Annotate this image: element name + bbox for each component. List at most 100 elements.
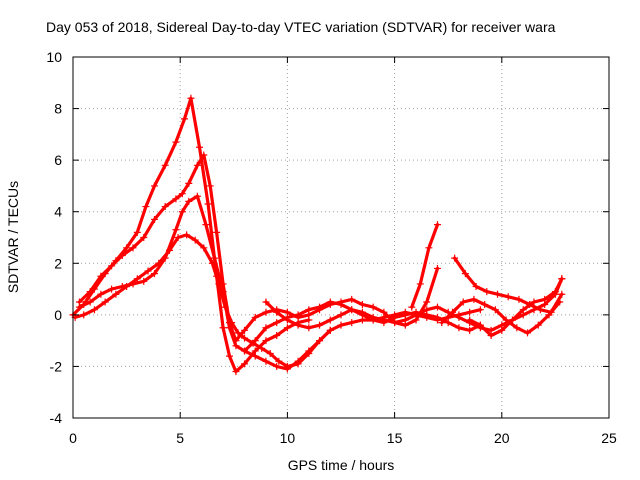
data-point xyxy=(262,324,270,332)
data-point xyxy=(262,298,270,306)
data-point xyxy=(470,295,478,303)
data-point xyxy=(185,197,193,205)
data-point xyxy=(294,311,302,319)
data-point xyxy=(305,324,313,332)
data-point xyxy=(232,368,240,376)
data-point xyxy=(251,313,259,321)
data-point xyxy=(466,326,474,334)
data-point xyxy=(455,313,463,321)
data-point xyxy=(536,306,544,314)
data-point xyxy=(483,288,491,296)
data-point xyxy=(283,316,291,324)
data-point xyxy=(423,298,431,306)
data-point xyxy=(509,316,517,324)
data-point xyxy=(251,352,259,360)
data-point xyxy=(234,329,242,337)
data-point xyxy=(204,200,212,208)
data-point xyxy=(466,316,474,324)
data-point xyxy=(515,295,523,303)
plot-frame xyxy=(72,56,610,419)
data-point xyxy=(401,316,409,324)
data-point xyxy=(273,319,281,327)
data-point xyxy=(97,290,105,298)
data-point xyxy=(249,339,257,347)
data-point xyxy=(513,324,521,332)
x-tick-label: 20 xyxy=(494,430,510,446)
data-point xyxy=(178,190,186,198)
data-point xyxy=(337,321,345,329)
data-point xyxy=(416,280,424,288)
data-point xyxy=(348,295,356,303)
axis-ticks: 0 5 10 15 20 25 -4 -2 0 2 4 6 8 10 xyxy=(46,49,617,446)
x-axis-label: GPS time / hours xyxy=(288,457,395,473)
data-point xyxy=(144,267,152,275)
series-line xyxy=(440,297,562,335)
data-point xyxy=(476,321,484,329)
y-axis-label: SDTVAR / TECUs xyxy=(5,181,21,293)
data-point xyxy=(221,303,229,311)
data-point xyxy=(545,311,553,319)
data-point xyxy=(558,290,566,298)
data-point xyxy=(183,231,191,239)
data-point xyxy=(530,298,538,306)
data-point xyxy=(423,306,431,314)
data-point xyxy=(358,308,366,316)
data-point xyxy=(491,306,499,314)
data-point xyxy=(283,365,291,373)
data-point xyxy=(558,275,566,283)
data-point xyxy=(129,244,137,252)
data-point xyxy=(556,298,564,306)
y-tick-label: 6 xyxy=(54,152,62,168)
data-point xyxy=(433,316,441,324)
data-point xyxy=(191,236,199,244)
data-point xyxy=(369,303,377,311)
data-point xyxy=(273,308,281,316)
data-point xyxy=(438,319,446,327)
series-arc-5 xyxy=(241,326,334,373)
series-arc-4 xyxy=(71,231,484,370)
data-point xyxy=(448,308,456,316)
y-tick-label: 8 xyxy=(54,101,62,117)
data-point xyxy=(391,311,399,319)
data-point xyxy=(193,161,201,169)
data-point xyxy=(140,234,148,241)
data-point xyxy=(524,329,532,337)
data-point xyxy=(504,293,512,301)
data-point xyxy=(200,151,208,159)
data-point xyxy=(461,270,469,278)
data-point xyxy=(451,254,459,262)
data-point xyxy=(348,319,356,327)
data-point xyxy=(172,138,180,146)
data-point xyxy=(358,301,366,309)
data-point xyxy=(241,360,249,368)
data-point xyxy=(195,143,203,151)
data-point xyxy=(226,352,234,360)
data-point xyxy=(219,324,227,332)
data-point xyxy=(408,303,416,311)
data-point xyxy=(178,208,186,216)
series-arc-7 xyxy=(408,221,441,311)
data-point xyxy=(174,234,182,241)
data-point xyxy=(498,326,506,334)
data-point xyxy=(123,282,131,290)
data-point xyxy=(391,319,399,327)
data-point xyxy=(150,270,158,278)
data-point xyxy=(459,298,467,306)
data-point xyxy=(326,298,334,306)
data-point xyxy=(172,195,180,203)
x-tick-label: 5 xyxy=(176,430,184,446)
data-point xyxy=(75,303,83,311)
data-point xyxy=(241,334,249,342)
y-tick-label: 2 xyxy=(54,255,62,271)
data-point xyxy=(133,228,141,236)
x-tick-label: 15 xyxy=(387,430,403,446)
data-point xyxy=(180,115,188,123)
data-point xyxy=(211,254,219,262)
data-point xyxy=(534,321,542,329)
data-point xyxy=(133,275,141,283)
data-point xyxy=(226,324,234,332)
data-point xyxy=(142,203,150,211)
data-point xyxy=(358,316,366,324)
